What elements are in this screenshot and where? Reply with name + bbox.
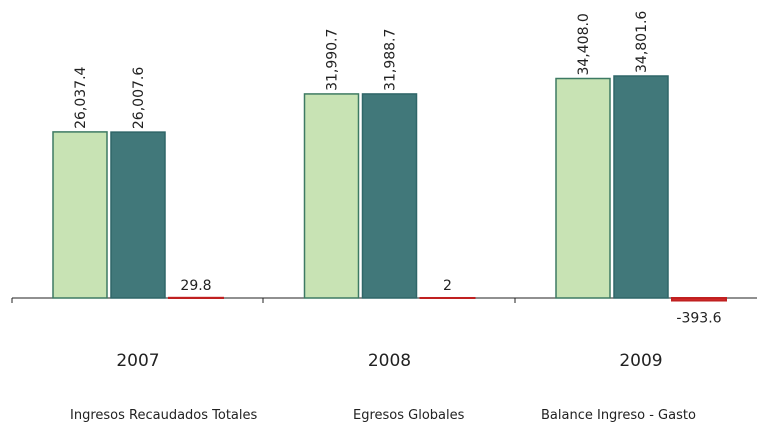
value-label: 26,007.6 [131,67,147,129]
bar [361,93,418,299]
bar [110,131,166,299]
value-label: 34,801.6 [634,11,650,73]
legend-label: Balance Ingreso - Gasto [541,408,696,423]
bar [555,77,611,299]
x-tick-label: 2007 [116,351,159,371]
value-label: 26,037.4 [73,66,89,128]
x-tick-label: 2009 [619,351,662,371]
value-label: -393.6 [676,311,721,327]
value-label: 31,990.7 [325,29,341,91]
value-label: 2 [443,278,452,294]
x-tick-label: 2008 [368,351,411,371]
value-label: 31,988.7 [383,29,399,91]
bar [613,75,669,299]
bar [671,297,727,302]
bar [303,93,360,299]
value-label: 34,408.0 [576,13,592,75]
bar [52,131,108,299]
value-label: 29.8 [180,278,211,294]
legend-label: Ingresos Recaudados Totales [70,408,258,423]
legend-label: Egresos Globales [353,408,465,423]
